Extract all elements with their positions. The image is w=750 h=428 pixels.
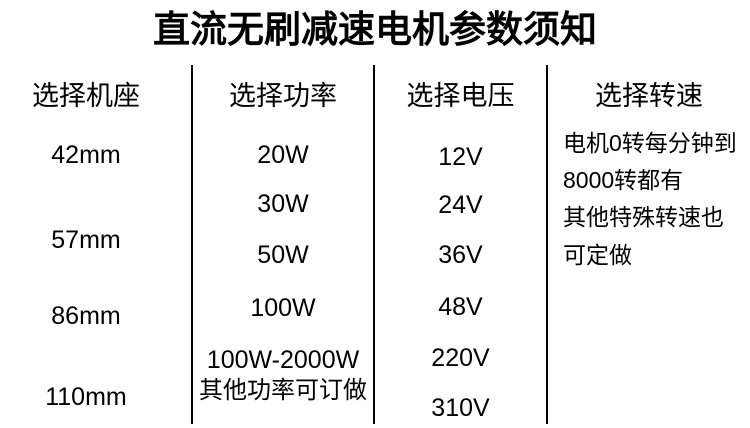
power-custom-note: 其他功率可订做	[199, 377, 367, 404]
power-option: 100W-2000W	[206, 346, 360, 374]
frame-size-option: 86mm	[51, 302, 121, 330]
frame-size-option: 57mm	[51, 226, 121, 254]
voltage-option: 24V	[438, 191, 483, 219]
column-header-frame-size: 选择机座	[32, 81, 140, 111]
power-option: 50W	[257, 241, 309, 269]
speed-note-line: 电机0转每分钟到	[563, 130, 737, 156]
column-header-voltage: 选择电压	[406, 81, 515, 111]
column-header-power: 选择功率	[229, 81, 337, 111]
page-title: 直流无刷减速电机参数须知	[153, 9, 597, 50]
frame-size-option: 42mm	[51, 141, 121, 169]
column-divider-2	[373, 65, 375, 424]
column-header-speed: 选择转速	[595, 81, 703, 111]
power-option: 20W	[257, 141, 309, 169]
frame-size-option: 110mm	[45, 383, 127, 411]
column-divider-3	[546, 65, 548, 424]
voltage-option: 12V	[438, 143, 483, 171]
speed-note-line: 8000转都有	[563, 167, 684, 193]
voltage-option: 36V	[438, 241, 483, 269]
column-divider-1	[191, 65, 193, 424]
voltage-option: 310V	[431, 394, 490, 422]
voltage-option: 220V	[431, 344, 490, 372]
voltage-option: 48V	[438, 293, 483, 321]
power-option: 30W	[257, 190, 309, 218]
power-option: 100W	[250, 294, 316, 322]
speed-note-line: 可定做	[563, 242, 632, 268]
speed-note-line: 其他特殊转速也	[563, 204, 724, 230]
